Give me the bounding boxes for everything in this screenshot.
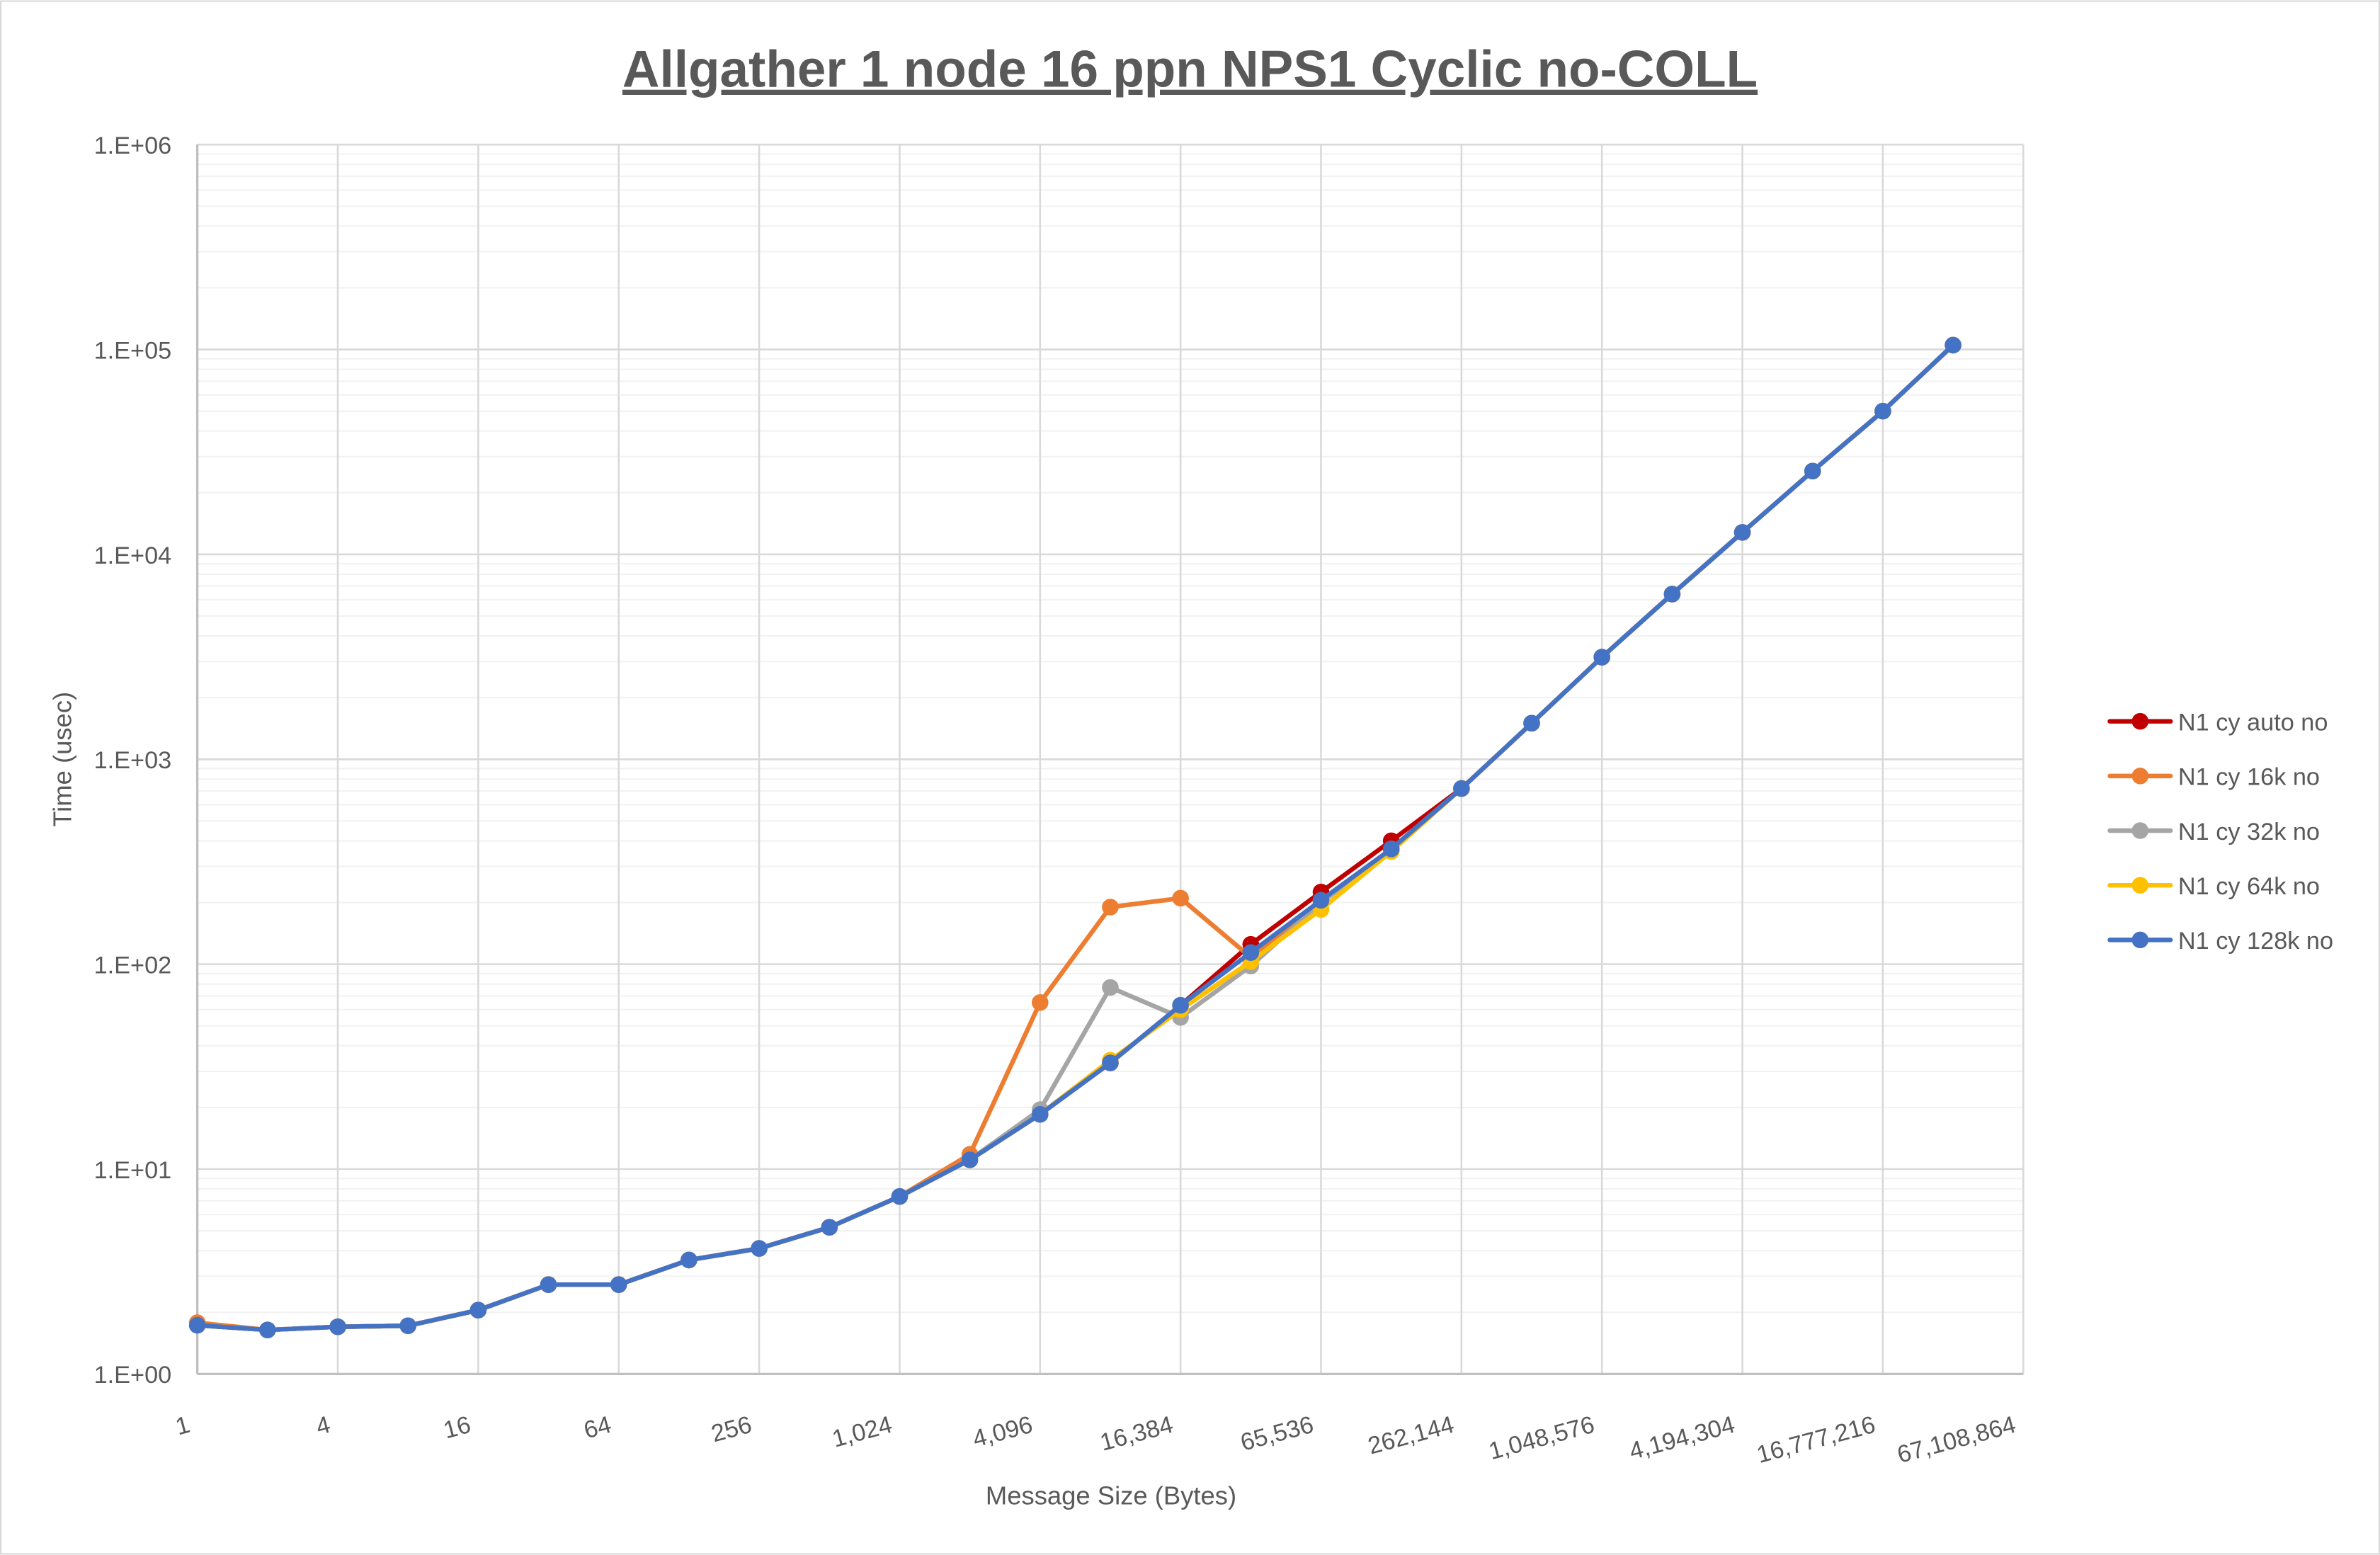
data-point xyxy=(751,1240,768,1257)
data-point xyxy=(961,1151,979,1168)
legend-marker-icon xyxy=(2131,931,2149,949)
data-point xyxy=(1663,586,1681,603)
data-point xyxy=(329,1318,346,1335)
y-tick-label: 1.E+01 xyxy=(94,1157,172,1184)
data-point xyxy=(1242,944,1260,961)
data-point xyxy=(821,1219,838,1236)
legend-marker-icon xyxy=(2131,822,2149,839)
legend-item: N1 cy 64k no xyxy=(2107,873,2320,900)
legend-label: N1 cy 16k no xyxy=(2178,764,2320,791)
legend-item: N1 cy auto no xyxy=(2107,710,2328,736)
data-point xyxy=(1102,979,1119,996)
x-tick-label: 16 xyxy=(440,1411,474,1445)
data-point xyxy=(1733,524,1751,541)
y-tick-label: 1.E+02 xyxy=(94,952,172,979)
data-point xyxy=(1312,892,1330,909)
data-point xyxy=(1172,889,1189,907)
data-point xyxy=(610,1276,627,1293)
chart-title: Allgather 1 node 16 ppn NPS1 Cyclic no-C… xyxy=(622,41,1758,98)
x-tick-label: 64 xyxy=(581,1411,615,1445)
data-point xyxy=(1874,402,1891,420)
data-point xyxy=(1031,993,1049,1011)
y-tick-label: 1.E+04 xyxy=(94,542,172,569)
series-n1-cy-128k-no xyxy=(188,336,1961,1339)
data-point xyxy=(259,1321,276,1339)
legend-marker-icon xyxy=(2131,712,2149,730)
data-point xyxy=(1172,996,1189,1014)
data-point xyxy=(1102,1054,1119,1071)
legend-marker-icon xyxy=(2131,877,2149,894)
data-point xyxy=(1102,899,1119,916)
data-point xyxy=(540,1276,557,1293)
legend-marker-icon xyxy=(2131,768,2149,785)
y-tick-label: 1.E+06 xyxy=(94,132,172,159)
y-tick-label: 1.E+03 xyxy=(94,747,172,774)
data-point xyxy=(1945,336,1961,354)
data-point xyxy=(1031,1105,1049,1123)
data-point xyxy=(469,1301,487,1318)
legend-item: N1 cy 128k no xyxy=(2107,928,2333,955)
legend-label: N1 cy 64k no xyxy=(2178,873,2320,900)
legend-item: N1 cy 16k no xyxy=(2107,764,2320,791)
legend-label: N1 cy auto no xyxy=(2178,710,2328,736)
data-point xyxy=(1804,462,1821,480)
x-axis-label: Message Size (Bytes) xyxy=(986,1481,1236,1510)
legend: N1 cy auto no N1 cy 16k no N1 cy 32k no N1 … xyxy=(2107,710,2333,955)
data-point xyxy=(1523,714,1540,732)
legend-label: N1 cy 32k no xyxy=(2178,819,2320,845)
series-line xyxy=(197,343,1955,1333)
data-point xyxy=(681,1251,698,1269)
data-point xyxy=(1593,649,1611,666)
y-tick-label: 1.E+00 xyxy=(94,1362,172,1389)
y-tick-label: 1.E+05 xyxy=(94,337,172,364)
data-point xyxy=(399,1317,416,1335)
data-point xyxy=(1382,841,1400,858)
series-group xyxy=(188,336,1961,1339)
y-axis-label: Time (usec) xyxy=(48,692,77,827)
data-point xyxy=(1453,780,1470,797)
legend-label: N1 cy 128k no xyxy=(2178,928,2333,955)
data-point xyxy=(891,1187,909,1205)
legend-item: N1 cy 32k no xyxy=(2107,819,2320,845)
data-point xyxy=(188,1316,206,1334)
